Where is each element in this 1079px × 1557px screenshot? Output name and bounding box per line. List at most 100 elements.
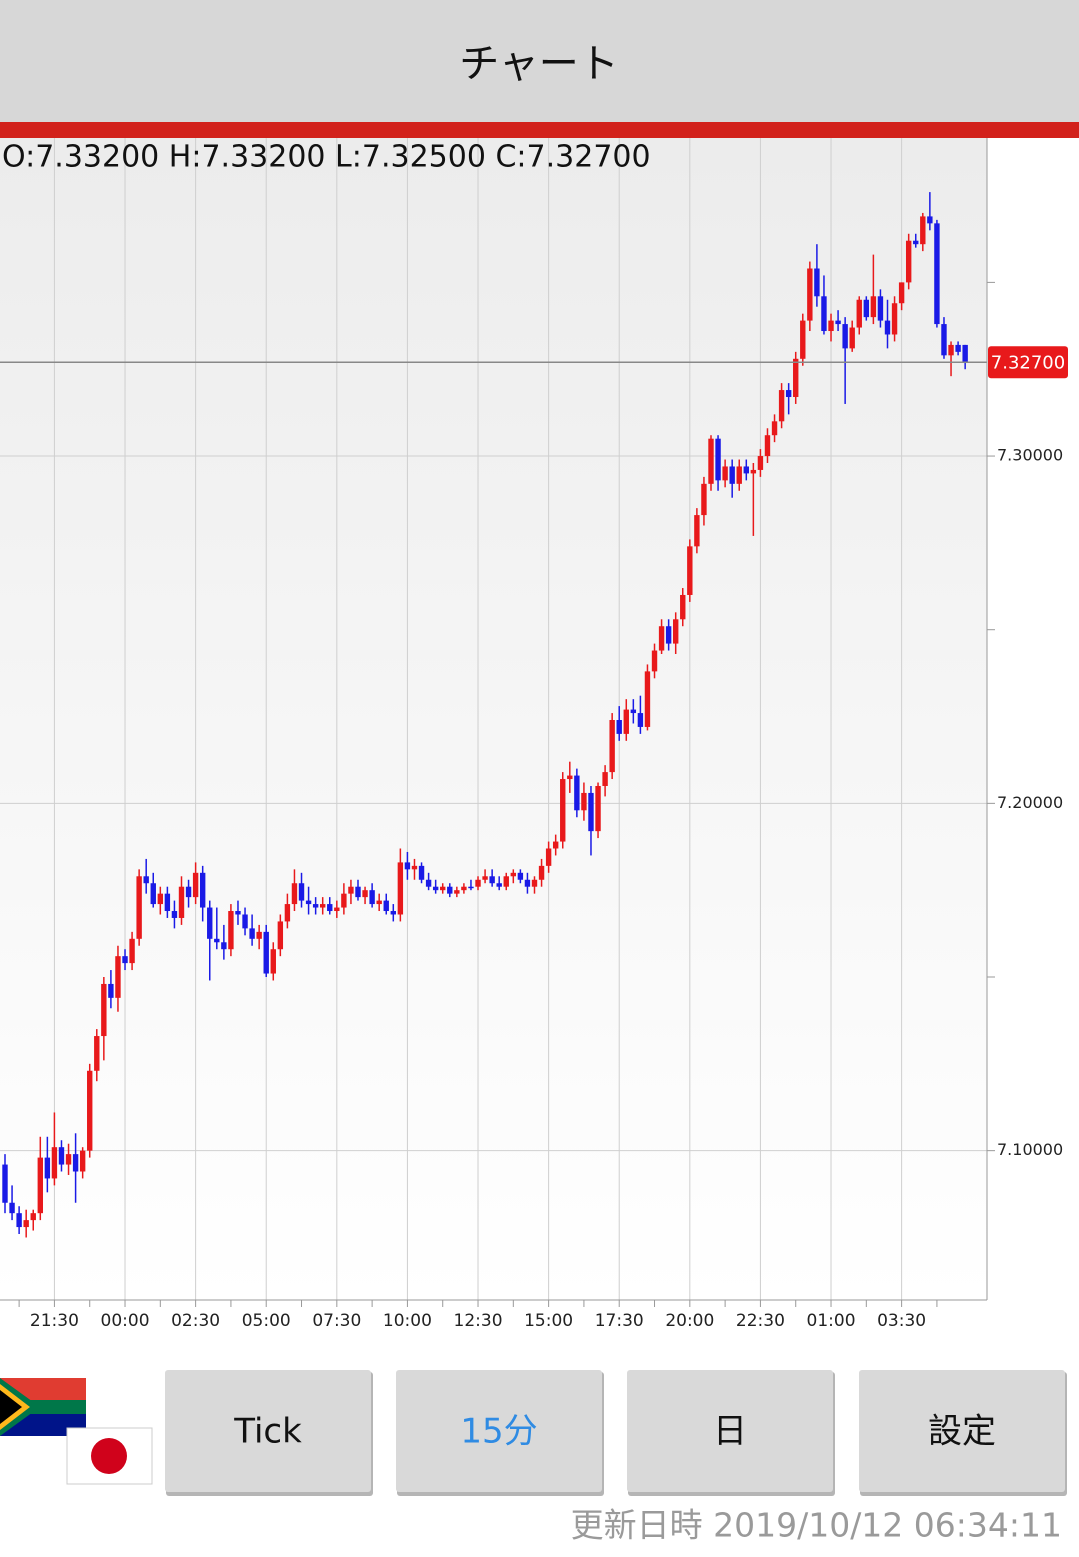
candle-body — [101, 983, 107, 1037]
candle-body — [680, 594, 686, 620]
x-tick-label: 17:30 — [595, 1311, 644, 1331]
tab-button[interactable]: Tick — [165, 1370, 373, 1496]
candle-body — [651, 650, 658, 672]
candle-body — [136, 876, 142, 939]
candle-body — [545, 848, 552, 866]
candle-body — [835, 320, 841, 325]
candle-body — [778, 390, 785, 422]
tab-button[interactable]: 日 — [627, 1370, 835, 1496]
candle-body — [814, 268, 820, 297]
button-label[interactable]: Tick — [233, 1412, 302, 1452]
candle-body — [552, 841, 559, 849]
candle-body — [510, 872, 517, 877]
candle-body — [51, 1147, 58, 1179]
y-tick-label: 7.30000 — [997, 446, 1063, 465]
tab-button[interactable]: 設定 — [859, 1370, 1067, 1496]
candle-body — [432, 886, 439, 891]
candle-body — [468, 886, 474, 889]
candle-body — [694, 515, 700, 547]
candle-body — [800, 320, 806, 359]
candle-body — [277, 921, 284, 950]
candle-body — [574, 775, 580, 811]
candle-body — [291, 883, 298, 905]
candle-body — [270, 949, 276, 974]
candle-body — [743, 466, 749, 474]
candle-body — [440, 886, 446, 891]
button-face[interactable] — [859, 1370, 1065, 1492]
candle-body — [948, 344, 954, 356]
candle-body — [962, 344, 968, 363]
candle-body — [23, 1220, 29, 1228]
candle-body — [418, 865, 425, 880]
candle-body — [517, 872, 524, 880]
button-label[interactable]: 設定 — [928, 1412, 996, 1452]
candle-body — [849, 327, 855, 349]
button-face[interactable] — [165, 1370, 371, 1492]
x-tick-label: 05:00 — [242, 1311, 291, 1331]
candle-body — [256, 931, 262, 939]
candle-body — [623, 709, 629, 734]
button-label[interactable]: 日 — [713, 1412, 747, 1452]
candle-body — [708, 438, 714, 484]
y-tick-label: 7.20000 — [997, 793, 1063, 812]
candle-body — [842, 324, 848, 349]
candle-body — [9, 1202, 15, 1214]
candle-body — [764, 435, 771, 457]
candle-body — [891, 303, 898, 335]
candle-body — [242, 914, 248, 929]
candle-body — [524, 879, 531, 887]
button-face[interactable] — [396, 1370, 602, 1492]
candle-body — [729, 466, 735, 484]
candle-body — [65, 1154, 72, 1165]
candle-body — [447, 886, 453, 894]
button-label[interactable]: 15分 — [460, 1412, 537, 1452]
candle-body — [898, 282, 905, 304]
candle-body — [207, 907, 213, 939]
update-time: 更新日時 2019/10/12 06:34:11 — [571, 1506, 1062, 1545]
candle-body — [221, 942, 227, 950]
candle-body — [16, 1213, 22, 1228]
candle-body — [235, 911, 241, 915]
candle-body — [602, 772, 608, 786]
candle-body — [771, 421, 778, 436]
x-tick-label: 00:00 — [101, 1311, 150, 1331]
ohlc-text: O:7.33200 H:7.33200 L:7.32500 C:7.32700 — [2, 140, 651, 175]
candle-body — [665, 626, 672, 644]
y-tick-label: 7.10000 — [997, 1140, 1063, 1159]
x-tick-label: 07:30 — [312, 1311, 361, 1331]
candle-body — [722, 466, 728, 481]
candle-body — [312, 904, 319, 908]
candle-body — [793, 358, 799, 398]
candle-body — [503, 876, 509, 887]
candle-body — [920, 216, 926, 245]
candle-body — [263, 931, 269, 974]
candle-body — [567, 775, 573, 780]
tab-button[interactable]: 15分 — [396, 1370, 604, 1496]
candle-body — [637, 713, 644, 727]
candle-body — [284, 904, 291, 922]
candle-body — [616, 720, 622, 734]
candle-body — [44, 1157, 51, 1179]
header-bar — [0, 0, 1079, 122]
candle-body — [807, 268, 813, 321]
candle-body — [821, 296, 827, 332]
x-tick-label: 03:30 — [877, 1311, 926, 1331]
button-face[interactable] — [627, 1370, 833, 1492]
candle-body — [425, 879, 432, 887]
candle-body — [108, 983, 114, 998]
candle-body — [856, 299, 862, 328]
candle-body — [185, 886, 192, 898]
candle-body — [489, 876, 495, 884]
candle-body — [355, 886, 361, 898]
x-tick-label: 02:30 — [171, 1311, 220, 1331]
last-price-label: 7.32700 — [991, 352, 1065, 373]
x-tick-label: 15:00 — [524, 1311, 573, 1331]
candle-body — [927, 216, 933, 224]
candle-body — [58, 1147, 65, 1165]
candle-body — [164, 893, 171, 912]
candle-body — [383, 900, 389, 912]
candle-body — [228, 911, 234, 950]
x-tick-label: 22:30 — [736, 1311, 785, 1331]
candle-body — [715, 438, 721, 481]
